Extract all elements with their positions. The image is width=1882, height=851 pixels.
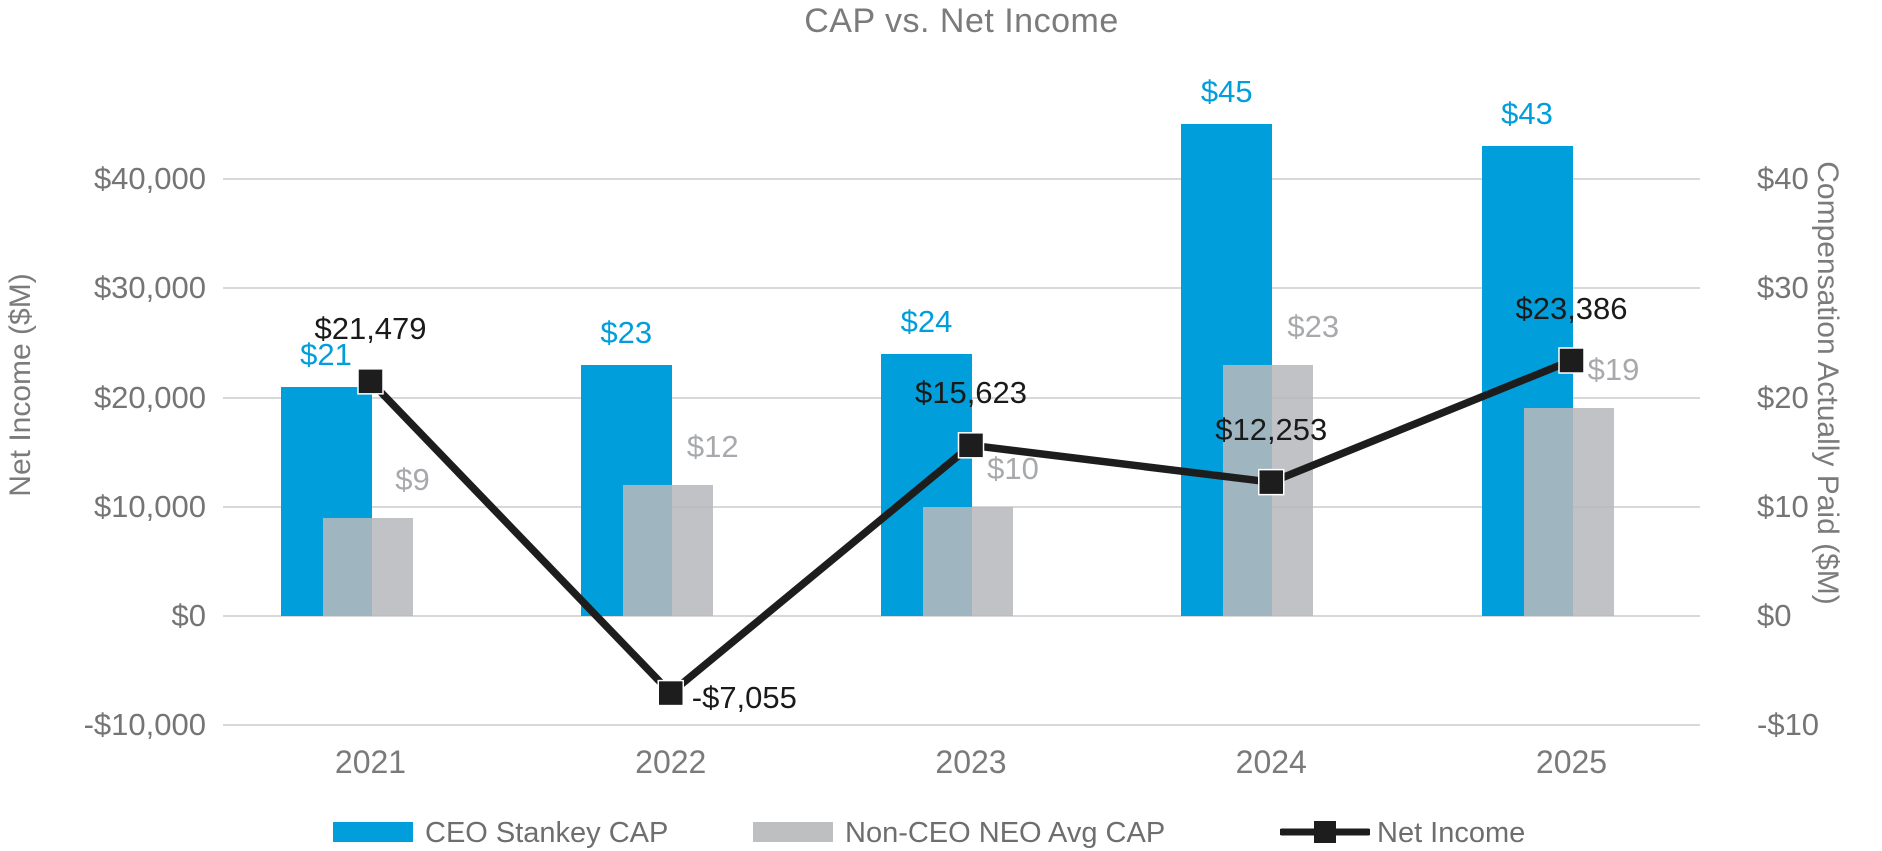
neo-avg-cap-value-label-2021: $9 — [395, 461, 430, 497]
bar-non-ceo-neo-avg-cap-2025 — [1523, 408, 1614, 616]
legend-label-ceo-cap: CEO Stankey CAP — [425, 817, 669, 849]
x-axis-label-2022: 2022 — [635, 744, 707, 780]
left-axis-tick-label: $20,000 — [93, 379, 206, 415]
legend-swatch-neo-avg-cap — [753, 822, 833, 842]
left-axis-tick-label: $40,000 — [93, 161, 206, 196]
left-axis-tick-label: $30,000 — [93, 270, 206, 306]
net-income-value-label-2022: -$7,055 — [691, 680, 797, 716]
gridline — [223, 178, 1700, 180]
neo-avg-cap-value-label-2023: $10 — [987, 450, 1039, 486]
legend-line-sample-net-income — [1280, 821, 1370, 843]
x-axis-label-2023: 2023 — [935, 744, 1007, 780]
right-axis-title: Compensation Actually Paid ($M) — [1811, 161, 1844, 605]
ceo-cap-value-label-2022: $23 — [600, 314, 653, 350]
chart-title: CAP vs. Net Income — [804, 2, 1119, 40]
x-axis-label-2024: 2024 — [1235, 744, 1307, 780]
legend-label-neo-avg-cap: Non-CEO NEO Avg CAP — [845, 817, 1166, 849]
net-income-value-label-2025: $23,386 — [1515, 290, 1628, 326]
x-axis-label-2025: 2025 — [1535, 744, 1608, 780]
bar-non-ceo-neo-avg-cap-2023 — [923, 506, 1013, 616]
ceo-cap-value-label-2024: $45 — [1200, 74, 1253, 110]
legend-swatch-ceo-cap — [333, 822, 413, 842]
bar-non-ceo-neo-avg-cap-2021 — [322, 517, 413, 616]
right-axis-tick-label: -$10 — [1757, 707, 1820, 743]
net-income-value-label-2023: $15,623 — [914, 375, 1028, 411]
right-axis-tick-label: $20 — [1757, 379, 1809, 415]
neo-avg-cap-value-label-2022: $12 — [686, 428, 739, 464]
gridline — [223, 724, 1700, 727]
right-axis-tick-label: $10 — [1757, 488, 1809, 524]
gridline — [223, 287, 1700, 290]
neo-avg-cap-value-label-2024: $23 — [1287, 308, 1340, 344]
bar-non-ceo-neo-avg-cap-2024 — [1223, 364, 1314, 616]
bar-non-ceo-neo-avg-cap-2022 — [622, 484, 713, 616]
x-axis-label-2021: 2021 — [334, 744, 407, 780]
net-income-value-label-2024: $12,253 — [1215, 412, 1328, 448]
ceo-cap-value-label-2025: $43 — [1501, 96, 1553, 132]
left-axis-tick-label: $0 — [171, 598, 206, 633]
legend-label-net-income: Net Income — [1377, 817, 1526, 849]
left-axis-tick-label: $10,000 — [93, 488, 206, 524]
neo-avg-cap-value-label-2025: $19 — [1587, 352, 1640, 388]
net-income-marker-2022 — [657, 679, 684, 707]
left-axis-tick-label: -$10,000 — [83, 707, 206, 743]
right-axis-tick-label: $30 — [1757, 270, 1809, 306]
legend: CEO Stankey CAP Non-CEO NEO Avg CAP Net In… — [0, 808, 1882, 851]
ceo-cap-value-label-2021: $21 — [300, 336, 352, 372]
net-income-value-label-2021: $21,479 — [314, 311, 427, 347]
right-axis-tick-label: $0 — [1757, 598, 1792, 633]
right-axis-tick-label: $40 — [1757, 161, 1809, 196]
ceo-cap-value-label-2023: $24 — [900, 303, 953, 339]
